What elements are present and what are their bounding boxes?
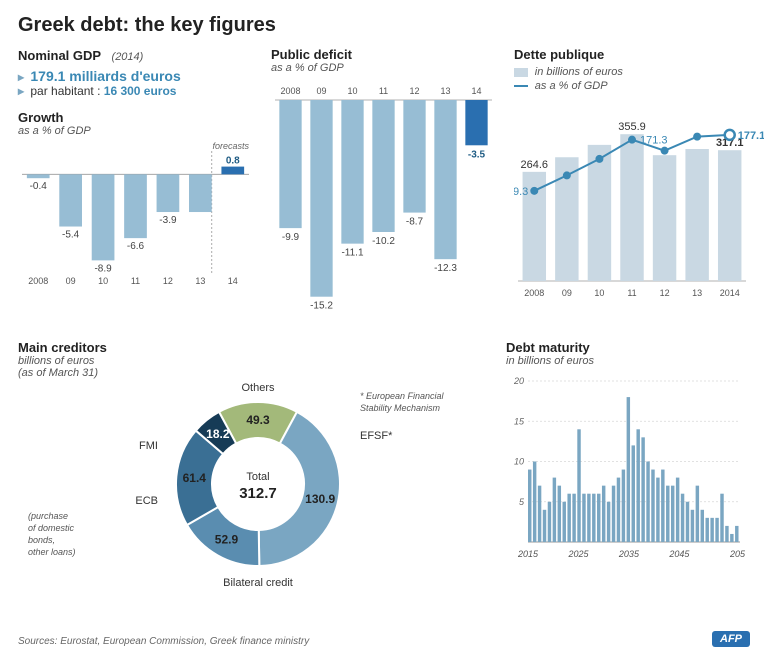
svg-text:109.3: 109.3 — [514, 186, 528, 198]
svg-text:09: 09 — [316, 86, 326, 96]
svg-text:2014: 2014 — [720, 288, 740, 298]
svg-text:15: 15 — [514, 416, 525, 426]
svg-text:12: 12 — [409, 86, 419, 96]
dette-legend-line: as a % of GDP — [535, 80, 608, 92]
svg-text:Stability Mechanism: Stability Mechanism — [360, 403, 441, 413]
gdp-label-2: par habitant : — [30, 84, 103, 98]
svg-text:-3.5: -3.5 — [468, 149, 486, 160]
svg-text:13: 13 — [195, 276, 205, 286]
svg-text:forecasts: forecasts — [212, 141, 249, 151]
deficit-sub: as a % of GDP — [271, 62, 496, 74]
svg-text:09: 09 — [66, 276, 76, 286]
svg-text:10: 10 — [594, 288, 604, 298]
gdp-title: Nominal GDP — [18, 48, 101, 63]
svg-text:61.4: 61.4 — [183, 471, 207, 485]
svg-text:14: 14 — [471, 86, 481, 96]
afp-logo: AFP — [712, 631, 750, 647]
gdp-block: Nominal GDP (2014) ▸ 179.1 milliards d'e… — [18, 47, 253, 98]
legend-swatch-line — [514, 85, 528, 87]
svg-text:FMI: FMI — [139, 440, 158, 452]
gdp-value-2: 16 300 euros — [104, 84, 177, 98]
svg-text:171.3: 171.3 — [640, 135, 668, 147]
svg-text:ECB: ECB — [135, 495, 158, 507]
svg-text:177.1%: 177.1% — [738, 130, 764, 142]
svg-text:2008: 2008 — [280, 86, 300, 96]
svg-text:of domestic: of domestic — [28, 523, 75, 533]
svg-text:other loans): other loans) — [28, 547, 76, 557]
svg-text:10: 10 — [347, 86, 357, 96]
maturity-sub: in billions of euros — [506, 355, 746, 367]
svg-text:49.3: 49.3 — [246, 413, 270, 427]
growth-chart: forecasts -0.4 -5.4 -8.9 -6.6 -3.9 0.8 2008 09 10… — [18, 137, 253, 287]
svg-text:2035: 2035 — [618, 549, 640, 559]
svg-text:12: 12 — [660, 288, 670, 298]
dette-legend-bars: in billions of euros — [535, 66, 623, 78]
svg-text:13: 13 — [692, 288, 702, 298]
svg-text:12: 12 — [163, 276, 173, 286]
svg-text:2008: 2008 — [524, 288, 544, 298]
svg-text:-8.7: -8.7 — [406, 217, 424, 228]
svg-text:-0.4: -0.4 — [30, 181, 48, 192]
svg-text:20: 20 — [513, 376, 524, 386]
svg-text:11: 11 — [379, 86, 388, 96]
svg-text:2008: 2008 — [28, 276, 48, 286]
svg-text:264.6: 264.6 — [521, 159, 549, 171]
svg-text:09: 09 — [562, 288, 572, 298]
svg-text:0.8: 0.8 — [226, 156, 240, 167]
svg-text:-15.2: -15.2 — [310, 301, 333, 312]
creditors-title: Main creditors — [18, 340, 488, 355]
svg-text:-5.4: -5.4 — [62, 230, 80, 241]
creditors-chart: Total 312.7 49.3 130.9 52.9 61.4 18.2 Others EFS… — [18, 379, 488, 609]
svg-text:11: 11 — [131, 276, 140, 286]
svg-text:52.9: 52.9 — [215, 533, 239, 547]
svg-text:-12.3: -12.3 — [434, 263, 457, 274]
svg-text:bonds,: bonds, — [28, 535, 55, 545]
svg-text:130.9: 130.9 — [305, 492, 335, 506]
svg-text:-3.9: -3.9 — [159, 215, 177, 226]
sources-text: Sources: Eurostat, European Commission, … — [18, 636, 309, 647]
maturity-chart: 5 10 15 20 2015 2025 2035 2045 2057 — [506, 367, 746, 562]
svg-text:10: 10 — [98, 276, 108, 286]
svg-text:Others: Others — [241, 382, 275, 394]
svg-text:Bilateral credit: Bilateral credit — [223, 577, 293, 589]
svg-text:2015: 2015 — [517, 549, 539, 559]
svg-text:10: 10 — [514, 457, 524, 467]
svg-text:2025: 2025 — [567, 549, 589, 559]
page-title: Greek debt: the key figures — [18, 14, 750, 37]
svg-text:2057: 2057 — [729, 549, 746, 559]
svg-text:18.2: 18.2 — [206, 427, 230, 441]
maturity-title: Debt maturity — [506, 340, 746, 355]
svg-text:-11.1: -11.1 — [341, 248, 363, 259]
svg-text:Total: Total — [246, 471, 269, 483]
creditors-sub1: billions of euros — [18, 355, 488, 367]
legend-swatch-bars — [514, 68, 528, 77]
svg-text:355.9: 355.9 — [618, 121, 646, 133]
svg-text:5: 5 — [519, 497, 525, 507]
dette-chart: 264.6355.9317.1109.3171.3177.1%200809101… — [514, 96, 764, 301]
svg-text:312.7: 312.7 — [239, 485, 277, 502]
svg-text:-10.2: -10.2 — [372, 236, 395, 247]
svg-text:-8.9: -8.9 — [94, 263, 112, 274]
svg-text:(purchase: (purchase — [28, 511, 68, 521]
growth-sub: as a % of GDP — [18, 125, 253, 137]
dette-title: Dette publique — [514, 47, 764, 62]
svg-text:* European Financial: * European Financial — [360, 391, 445, 401]
growth-title: Growth — [18, 110, 253, 125]
svg-text:2045: 2045 — [668, 549, 690, 559]
deficit-chart: 2008 09 10 11 12 13 14 -9.9 -15.2 -11.1 -10.2 -8.7 -… — [271, 74, 496, 324]
gdp-year: (2014) — [112, 51, 144, 63]
growth-block: Growth as a % of GDP forecasts -0.4 -5.4 -8… — [18, 110, 253, 287]
svg-text:14: 14 — [228, 276, 238, 286]
bullet-icon: ▸ — [18, 84, 24, 98]
deficit-title: Public deficit — [271, 47, 496, 62]
creditors-sub2: (as of March 31) — [18, 367, 488, 379]
svg-text:-6.6: -6.6 — [127, 241, 145, 252]
svg-text:-9.9: -9.9 — [282, 232, 300, 243]
svg-text:13: 13 — [440, 86, 450, 96]
gdp-value-1: 179.1 milliards d'euros — [30, 68, 180, 84]
bullet-icon: ▸ — [18, 70, 24, 84]
svg-text:11: 11 — [627, 288, 636, 298]
svg-text:EFSF*: EFSF* — [360, 430, 393, 442]
